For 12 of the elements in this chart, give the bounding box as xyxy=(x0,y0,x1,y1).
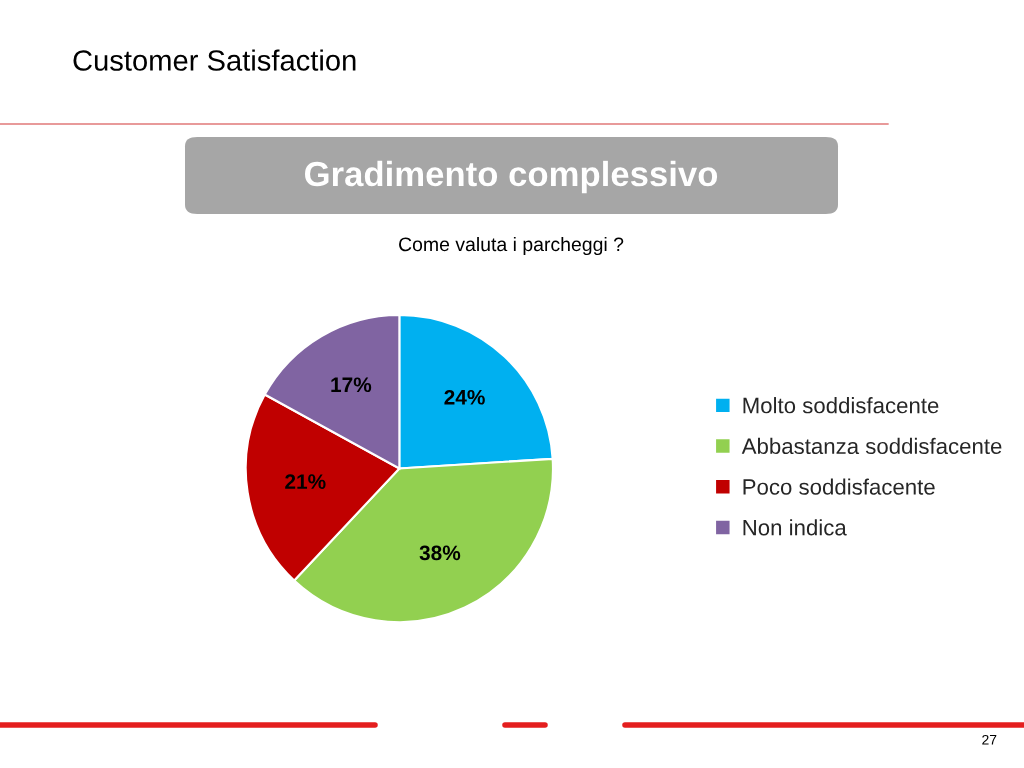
chart-title: Customer Satisfaction xyxy=(73,49,356,71)
text: Come valuta i parcheggi ? xyxy=(399,236,624,256)
data-label: 21% xyxy=(285,474,326,489)
data-label: 17% xyxy=(331,377,372,393)
legend-label: Non indica xyxy=(743,519,847,536)
data-label: 24% xyxy=(444,389,485,405)
legend-label: Molto soddisfacente xyxy=(743,397,939,414)
chart-subtitle: Gradimento complessivo xyxy=(305,160,718,194)
legend-label: Poco soddisfacente xyxy=(743,478,935,495)
data-label: 38% xyxy=(419,545,461,561)
text: 27 xyxy=(982,734,997,745)
legend-label: Abbastanza soddisfacente xyxy=(741,437,1002,455)
